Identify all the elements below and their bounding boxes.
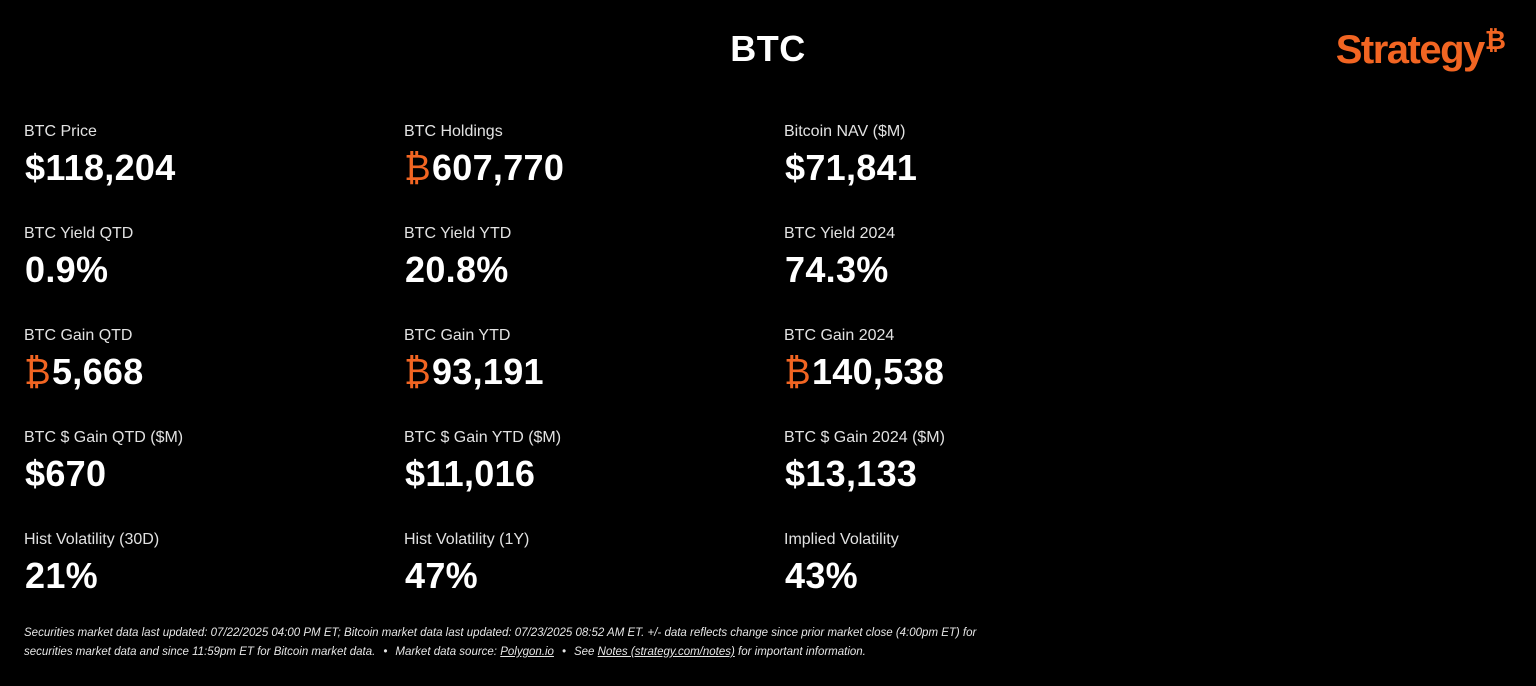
bitcoin-icon: ₿	[404, 351, 431, 392]
metric-hist-volatility-1y: Hist Volatility (1Y) 47%	[404, 530, 784, 632]
metric-label: BTC $ Gain YTD ($M)	[404, 429, 562, 446]
bitcoin-icon: ₿	[404, 147, 431, 188]
footer-line-1: Securities market data last updated: 07/…	[24, 627, 977, 639]
metric-value: $13,133	[785, 453, 918, 494]
metric-value: ₿140,538	[784, 351, 945, 392]
metric-bitcoin-nav: Bitcoin NAV ($M) $71,841	[784, 122, 1164, 224]
bitcoin-logo-icon: ₿	[1484, 25, 1506, 55]
metric-btc-dollar-gain-qtd: BTC $ Gain QTD ($M) $670	[24, 428, 404, 530]
footer-disclaimer: Securities market data last updated: 07/…	[24, 624, 1124, 662]
bitcoin-icon: ₿	[24, 351, 51, 392]
metric-value: 47%	[405, 555, 478, 596]
metric-value: 43%	[785, 555, 858, 596]
page-title: BTC	[730, 28, 806, 69]
metric-label: BTC $ Gain QTD ($M)	[24, 429, 184, 446]
metric-label: BTC Gain QTD	[24, 327, 133, 344]
metric-value: $11,016	[405, 453, 536, 494]
metric-btc-yield-2024: BTC Yield 2024 74.3%	[784, 224, 1164, 326]
metric-label: Implied Volatility	[784, 531, 899, 548]
metric-hist-volatility-30d: Hist Volatility (30D) 21%	[24, 530, 404, 632]
metric-label: BTC $ Gain 2024 ($M)	[784, 429, 945, 446]
metric-label: BTC Price	[24, 123, 97, 140]
metric-btc-yield-ytd: BTC Yield YTD 20.8%	[404, 224, 784, 326]
metric-btc-gain-qtd: BTC Gain QTD ₿5,668	[24, 326, 404, 428]
metric-btc-price: BTC Price $118,204	[24, 122, 404, 224]
footer-line-2: securities market data and since 11:59pm…	[24, 646, 866, 658]
metric-label: Bitcoin NAV ($M)	[784, 123, 906, 140]
bullet-icon: •	[383, 646, 388, 658]
logo-wordmark: Strategy	[1335, 28, 1486, 72]
polygon-link[interactable]: Polygon.io	[500, 646, 554, 658]
metric-value: 21%	[25, 555, 98, 596]
metric-label: BTC Holdings	[404, 123, 503, 140]
metric-btc-holdings: BTC Holdings ₿607,770	[404, 122, 784, 224]
metric-btc-yield-qtd: BTC Yield QTD 0.9%	[24, 224, 404, 326]
metric-label: BTC Yield 2024	[784, 225, 896, 242]
metric-value: 74.3%	[785, 249, 889, 290]
metric-btc-dollar-gain-2024: BTC $ Gain 2024 ($M) $13,133	[784, 428, 1164, 530]
bullet-icon: •	[561, 646, 566, 658]
notes-link[interactable]: Notes (strategy.com/notes)	[597, 646, 735, 658]
metric-label: BTC Yield YTD	[404, 225, 512, 242]
metric-implied-volatility: Implied Volatility 43%	[784, 530, 1164, 632]
metric-value: ₿607,770	[404, 147, 565, 188]
metric-label: Hist Volatility (30D)	[24, 531, 160, 548]
strategy-logo[interactable]: Strategy ₿	[1335, 25, 1506, 86]
metric-label: BTC Yield QTD	[24, 225, 134, 242]
metric-value: 0.9%	[25, 249, 109, 290]
metric-value: $118,204	[25, 147, 176, 188]
metric-btc-gain-ytd: BTC Gain YTD ₿93,191	[404, 326, 784, 428]
metric-value: ₿5,668	[24, 351, 144, 392]
metric-value: ₿93,191	[404, 351, 544, 392]
metric-btc-gain-2024: BTC Gain 2024 ₿140,538	[784, 326, 1164, 428]
bitcoin-icon: ₿	[784, 351, 811, 392]
metric-label: BTC Gain YTD	[404, 327, 511, 344]
metric-btc-dollar-gain-ytd: BTC $ Gain YTD ($M) $11,016	[404, 428, 784, 530]
metric-value: $670	[25, 453, 107, 494]
metric-value: 20.8%	[405, 249, 509, 290]
metric-label: Hist Volatility (1Y)	[404, 531, 530, 548]
metrics-grid: BTC Price $118,204 BTC Holdings ₿607,770…	[24, 122, 1164, 632]
metric-label: BTC Gain 2024	[784, 327, 895, 344]
metric-value: $71,841	[785, 147, 918, 188]
